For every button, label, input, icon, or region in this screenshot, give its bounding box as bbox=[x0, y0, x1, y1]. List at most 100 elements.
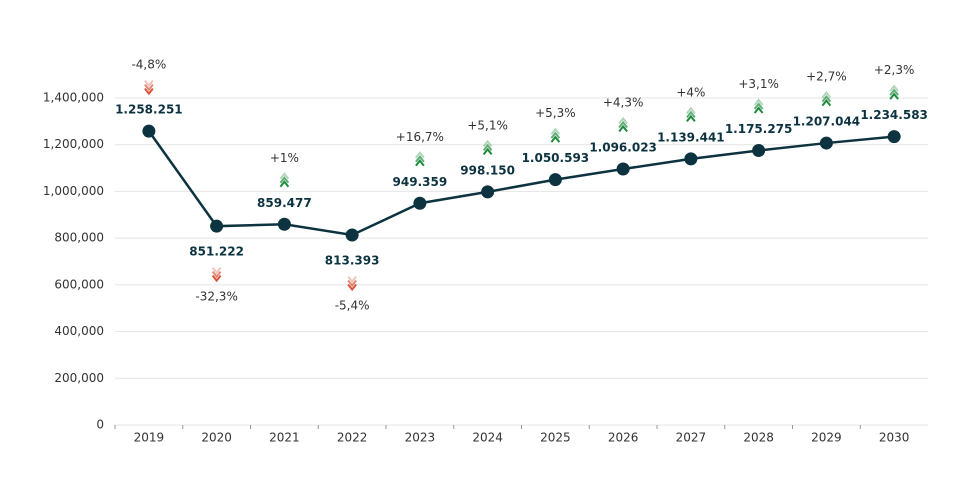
chevron bbox=[550, 135, 561, 143]
chevron bbox=[821, 98, 832, 107]
chevron bbox=[144, 79, 154, 88]
value-label: 1.139.441 bbox=[657, 130, 725, 144]
line bbox=[147, 130, 895, 237]
chevron bbox=[821, 90, 832, 99]
change-arrow bbox=[618, 116, 628, 133]
chevron bbox=[753, 102, 764, 110]
change-label: +4,3% bbox=[603, 96, 644, 110]
change-label: +2,7% bbox=[806, 70, 847, 84]
chevron bbox=[686, 106, 696, 114]
value-label: 859.477 bbox=[257, 196, 312, 210]
chevron bbox=[482, 139, 493, 147]
change-arrow bbox=[347, 275, 357, 292]
y-tick-label: 0 bbox=[96, 418, 104, 432]
y-tick-label: 400,000 bbox=[54, 324, 104, 338]
value-label: 1.234.583 bbox=[860, 108, 928, 122]
chevron bbox=[550, 131, 561, 139]
chevron bbox=[889, 88, 899, 96]
value-label: 998.150 bbox=[460, 163, 515, 177]
point bbox=[413, 196, 427, 210]
x-tick-label: 2019 bbox=[134, 431, 165, 445]
x-tick-label: 2026 bbox=[608, 431, 639, 445]
value-label: 1.207.044 bbox=[793, 115, 861, 129]
chevron bbox=[144, 87, 154, 96]
value-label: 1.096.023 bbox=[589, 141, 657, 155]
value-label: 813.393 bbox=[325, 254, 380, 268]
y-tick-label: 800,000 bbox=[54, 231, 104, 245]
chevron bbox=[211, 271, 222, 279]
x-tick-label: 2020 bbox=[201, 431, 232, 445]
x-tick-label: 2021 bbox=[269, 431, 300, 445]
change-label: +16,7% bbox=[396, 130, 444, 144]
change-arrow bbox=[144, 79, 154, 96]
point bbox=[819, 136, 833, 150]
chevron bbox=[821, 94, 832, 103]
chevron bbox=[211, 275, 222, 283]
change-arrow bbox=[753, 98, 764, 114]
point bbox=[548, 173, 562, 187]
chevron bbox=[415, 159, 425, 167]
chevron bbox=[415, 155, 425, 163]
x-tick-label: 2028 bbox=[743, 431, 774, 445]
chevron bbox=[279, 176, 290, 184]
x-tick-label: 2022 bbox=[337, 431, 368, 445]
chevron bbox=[144, 83, 154, 92]
value-label: 1.050.593 bbox=[522, 151, 590, 165]
x-tick-label: 2027 bbox=[676, 431, 707, 445]
y-tick-label: 1,200,000 bbox=[43, 137, 104, 151]
y-tick-label: 600,000 bbox=[54, 277, 104, 291]
x-tick-label: 2030 bbox=[879, 431, 910, 445]
chevron bbox=[211, 267, 222, 275]
x-tick-label: 2029 bbox=[811, 431, 842, 445]
point bbox=[210, 219, 224, 233]
chevron bbox=[550, 127, 561, 135]
x-tick-label: 2023 bbox=[405, 431, 436, 445]
y-tick-label: 1,400,000 bbox=[43, 91, 104, 105]
value-label: 949.359 bbox=[393, 175, 448, 189]
x-tick-label: 2025 bbox=[540, 431, 571, 445]
change-arrow bbox=[415, 151, 425, 167]
change-arrow bbox=[889, 84, 899, 100]
point bbox=[752, 143, 766, 157]
change-label: +4% bbox=[676, 85, 705, 99]
y-tick-label: 1,000,000 bbox=[43, 184, 104, 198]
value-label: 851.222 bbox=[189, 245, 244, 259]
chevron bbox=[482, 147, 493, 155]
change-arrow bbox=[279, 172, 290, 188]
change-label: -5,4% bbox=[335, 299, 370, 313]
change-label: -32,3% bbox=[195, 290, 237, 304]
chevron bbox=[279, 180, 290, 188]
chevron bbox=[347, 279, 357, 288]
point bbox=[345, 228, 359, 242]
point bbox=[887, 130, 901, 144]
point bbox=[684, 152, 698, 166]
chevron bbox=[415, 151, 425, 159]
chevron bbox=[889, 92, 899, 100]
point bbox=[277, 217, 291, 231]
chevron bbox=[686, 114, 696, 122]
chevron bbox=[618, 120, 628, 129]
value-label: 1.258.251 bbox=[115, 103, 183, 117]
change-arrow bbox=[482, 139, 493, 155]
chevron bbox=[889, 84, 899, 92]
change-arrow bbox=[821, 90, 832, 107]
change-label: +5,3% bbox=[535, 106, 576, 120]
chevron bbox=[618, 124, 628, 133]
change-arrow bbox=[550, 127, 561, 143]
y-tick-label: 200,000 bbox=[54, 371, 104, 385]
chevron bbox=[347, 275, 357, 284]
change-label: +1% bbox=[270, 151, 299, 165]
x-tick-label: 2024 bbox=[472, 431, 503, 445]
chevron bbox=[618, 116, 628, 125]
chevron bbox=[279, 172, 290, 180]
chevron bbox=[482, 143, 493, 151]
chevron bbox=[753, 98, 764, 106]
change-label: +3,1% bbox=[738, 77, 779, 91]
chevron bbox=[686, 110, 696, 118]
change-label: +5,1% bbox=[467, 118, 508, 132]
change-arrow bbox=[686, 106, 696, 122]
point bbox=[616, 162, 630, 176]
point bbox=[481, 185, 495, 199]
chevron bbox=[753, 106, 764, 114]
